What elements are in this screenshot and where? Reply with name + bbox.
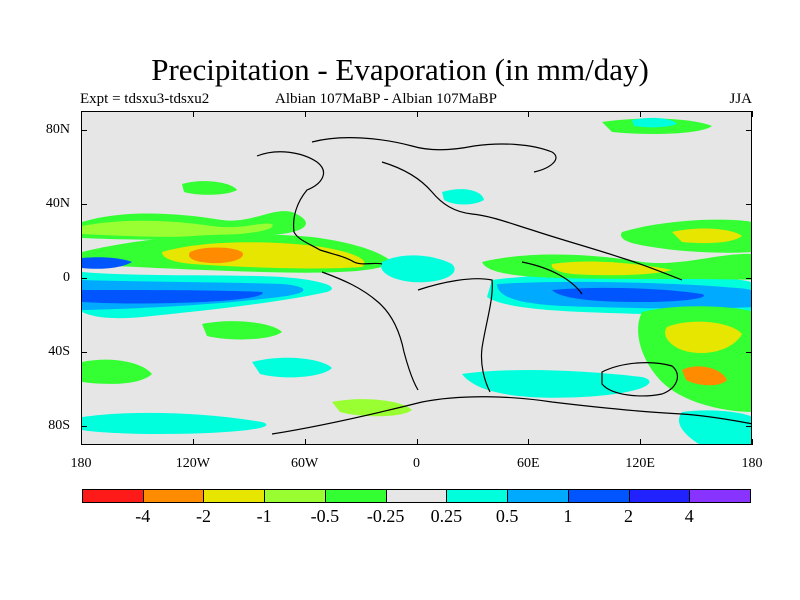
lat-tick-mark (81, 278, 87, 279)
colorbar-label: 1 (563, 506, 573, 526)
colorbar-box (507, 489, 569, 503)
colorbar-label: 0.25 (430, 506, 463, 526)
lat-tick-mark (746, 426, 752, 428)
field-north-cyan-asia (442, 189, 484, 205)
continent-outlines (256, 137, 751, 435)
colorbar (82, 489, 751, 503)
colorbar-box (567, 489, 630, 503)
colorbar-label: -1 (256, 506, 272, 526)
lat-tick-label: 80S (48, 418, 70, 434)
lat-tick-label: 80N (45, 121, 70, 137)
field-equator-darkblue-west (82, 290, 263, 304)
colorbar-box (324, 489, 387, 503)
colorbar-box (82, 489, 144, 503)
lat-tick-mark (746, 352, 752, 354)
field-south-cyan-1 (252, 357, 332, 378)
lat-tick-label: 0 (63, 270, 70, 285)
lon-tick-label: 120W (175, 456, 210, 471)
field-northeast-yellow (672, 228, 742, 244)
colorbar-box (264, 489, 326, 503)
field-south-green-2 (202, 321, 282, 340)
field-south-cyan-3 (82, 412, 267, 434)
lon-tick-label: 60E (517, 456, 540, 471)
colorbar-box (385, 489, 448, 503)
lat-tick-label: 40S (48, 344, 70, 360)
field-east-yellow (551, 261, 672, 276)
colorbar-box (446, 489, 509, 503)
season-label: JJA (729, 91, 752, 107)
lat-tick-mark (81, 203, 87, 205)
lon-tick-mark (416, 439, 418, 445)
field-itcz-orange (188, 247, 243, 264)
lon-tick-mark (192, 111, 194, 117)
lon-tick-mark (528, 439, 530, 445)
lon-tick-mark (81, 439, 82, 445)
coast-india-australia (521, 261, 679, 397)
coast-antarctica (271, 396, 751, 435)
colorbar-label: 0.5 (495, 506, 519, 526)
lon-tick-mark (416, 111, 418, 117)
field-south-green-3 (332, 399, 412, 417)
lon-tick-mark (81, 111, 82, 117)
lat-tick-label: 40N (45, 195, 70, 211)
map-canvas (82, 117, 751, 444)
colorbar-label: -4 (135, 506, 151, 526)
lon-tick-mark (192, 439, 194, 445)
lon-tick-mark (304, 111, 306, 117)
lat-tick-mark (81, 352, 87, 354)
field-southeast-orange (682, 366, 727, 386)
colorbar-label: -0.25 (366, 506, 405, 526)
lon-tick-mark (752, 111, 753, 117)
lon-tick-label: 0 (413, 456, 420, 471)
colorbar-label: 2 (624, 506, 634, 526)
lon-tick-mark (640, 439, 642, 445)
coast-north-america (256, 151, 383, 265)
colorbar-label: 4 (684, 506, 694, 526)
experiment-label: Expt = tdsxu3-tdsxu2 (80, 91, 210, 107)
lon-tick-label: 180 (70, 456, 92, 471)
lat-tick-mark (746, 203, 752, 205)
lat-tick-mark (746, 129, 752, 131)
field-north-green-pacific (182, 181, 237, 195)
period-label: Albian 107MaBP - Albian 107MaBP (275, 91, 497, 107)
map-plot-area (81, 111, 752, 445)
lon-tick-mark (528, 111, 530, 117)
field-south-cyan-2 (462, 370, 650, 398)
field-southeast-yellow (665, 321, 742, 354)
field-north-cyan-arctic (632, 117, 677, 128)
colorbar-box (142, 489, 205, 503)
pme-field-layer (82, 117, 751, 444)
field-atlantic-cyan (381, 255, 455, 283)
map-title: Precipitation - Evaporation (in mm/day) (151, 52, 649, 87)
coast-arctic-north (311, 137, 557, 173)
colorbar-box (689, 489, 751, 503)
lon-tick-label: 60W (291, 456, 319, 471)
field-band-north-lightgreen (82, 220, 273, 237)
lon-tick-mark (640, 111, 642, 117)
field-south-cyan-4 (678, 410, 751, 444)
coast-eurasia (381, 161, 683, 281)
field-equator-blue-west-north (82, 257, 132, 269)
colorbar-label: -0.5 (310, 506, 340, 526)
lat-tick-mark (81, 129, 87, 131)
lat-tick-mark (746, 278, 752, 279)
field-south-green-1 (82, 359, 152, 384)
colorbar-box (203, 489, 266, 503)
lon-tick-label: 120E (625, 456, 655, 471)
lon-tick-mark (752, 439, 753, 445)
colorbar-label: -2 (195, 506, 211, 526)
lon-tick-label: 180 (741, 456, 763, 471)
lat-tick-mark (81, 426, 87, 428)
colorbar-box (628, 489, 691, 503)
field-equator-darkblue-east (552, 287, 704, 302)
lon-tick-mark (304, 439, 306, 445)
coast-africa-southamerica (321, 271, 493, 393)
